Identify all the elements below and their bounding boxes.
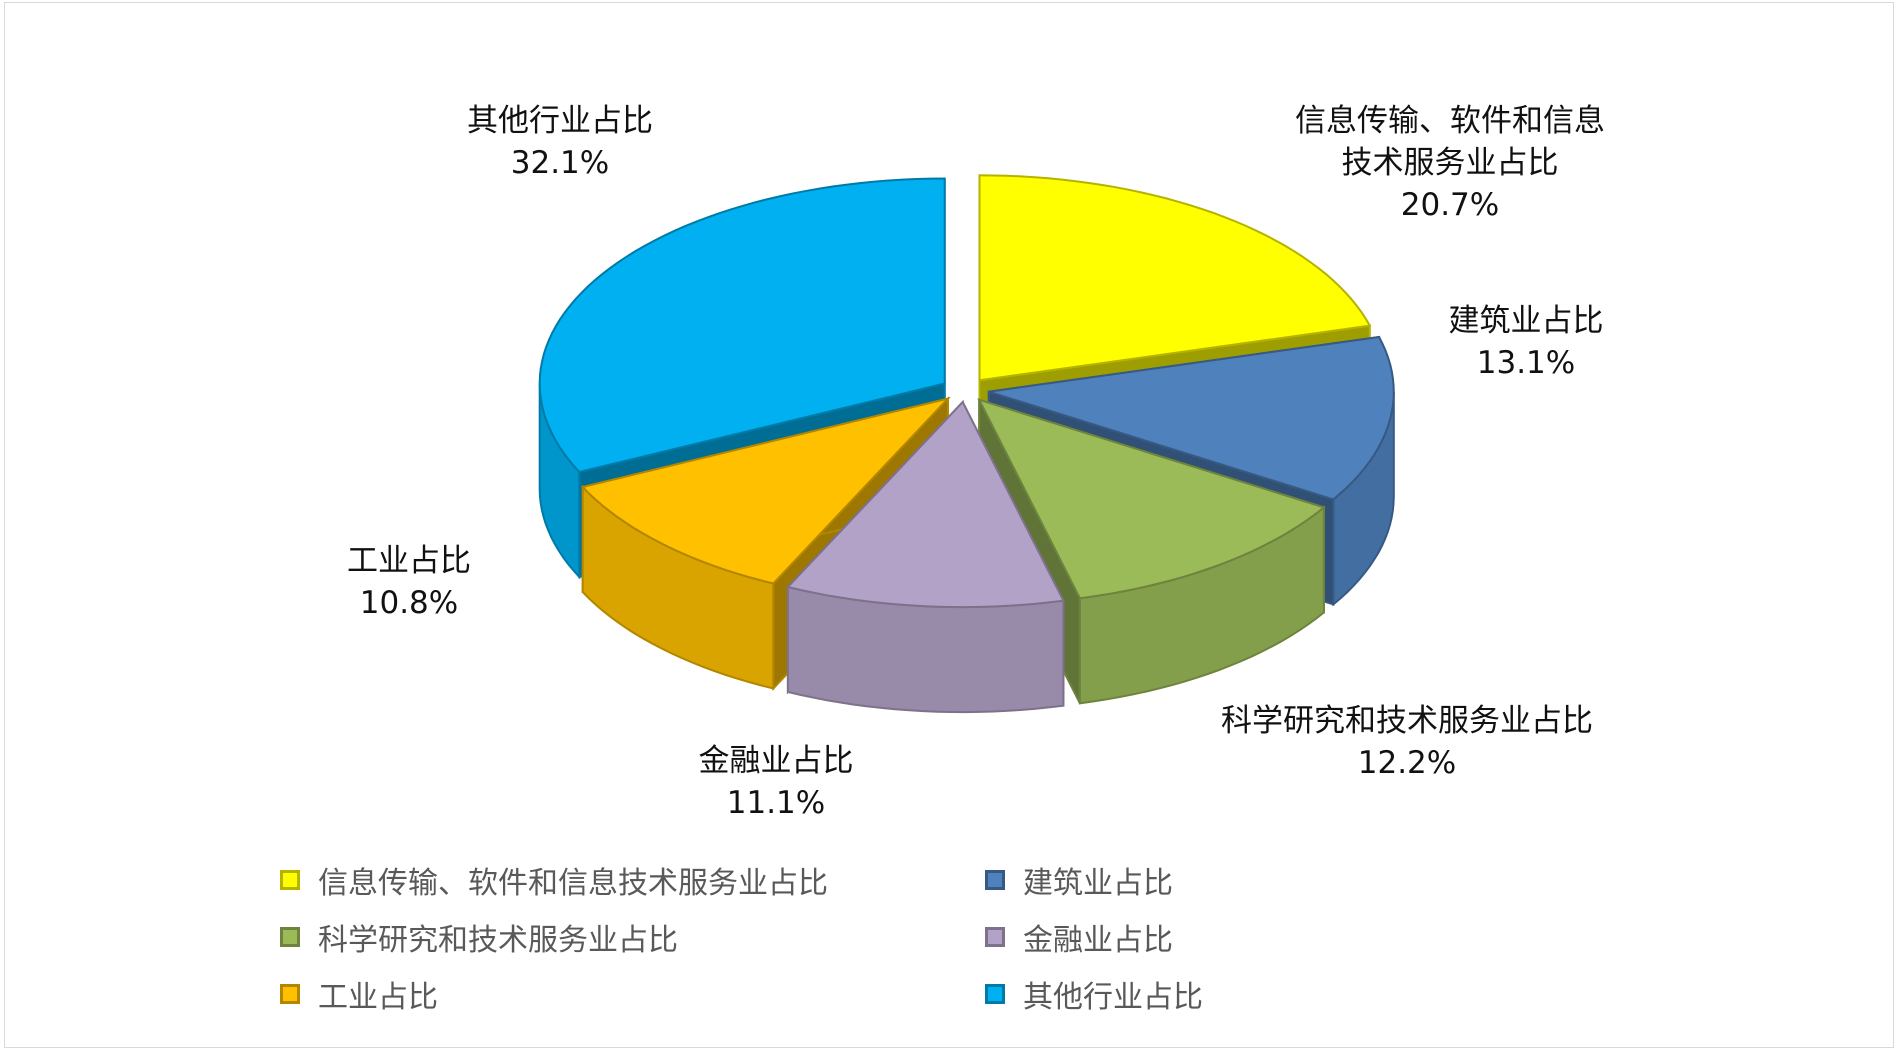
data-label: 科学研究和技术服务业占比 12.2% — [1217, 700, 1597, 784]
slice — [785, 400, 1065, 609]
legend-label: 金融业占比 — [1023, 923, 1173, 958]
legend-item: 建筑业占比 — [985, 858, 1173, 902]
data-label-name: 其他行业占比 — [467, 103, 653, 139]
data-label: 信息传输、软件和信息技术服务业占比 20.7% — [1285, 100, 1615, 226]
data-label-value: 13.1% — [1476, 345, 1576, 381]
data-label-name: 建筑业占比 — [1448, 303, 1604, 339]
legend-label: 工业占比 — [318, 980, 438, 1015]
data-label-name: 科学研究和技术服务业占比 — [1221, 703, 1593, 739]
legend-item: 科学研究和技术服务业占比 — [280, 915, 678, 959]
data-label-name: 信息传输、软件和信息技术服务业占比 — [1295, 103, 1605, 181]
legend-swatch — [280, 870, 300, 890]
slice — [538, 177, 946, 474]
data-label-value: 10.8% — [359, 585, 459, 621]
data-label-name: 金融业占比 — [698, 743, 854, 779]
legend-item: 金融业占比 — [985, 915, 1173, 959]
legend-label: 建筑业占比 — [1023, 866, 1173, 901]
legend-item: 其他行业占比 — [985, 972, 1203, 1016]
data-label-value: 11.1% — [726, 785, 826, 821]
slice — [988, 335, 1395, 501]
data-label-name: 工业占比 — [347, 543, 471, 579]
data-label: 金融业占比 11.1% — [646, 740, 906, 824]
slice — [580, 396, 952, 585]
data-label-value: 12.2% — [1357, 745, 1457, 781]
legend-swatch — [280, 927, 300, 947]
legend-swatch — [280, 984, 300, 1004]
slice — [977, 398, 1326, 600]
data-label-value: 20.7% — [1400, 187, 1500, 223]
data-label: 其他行业占比 32.1% — [430, 100, 690, 184]
chart-frame — [4, 2, 1894, 1048]
slice — [785, 399, 1065, 714]
slice — [978, 174, 1372, 382]
legend-swatch — [985, 927, 1005, 947]
data-label-value: 32.1% — [510, 145, 610, 181]
legend-item: 工业占比 — [280, 972, 438, 1016]
legend-item: 信息传输、软件和信息技术服务业占比 — [280, 858, 828, 902]
data-label: 建筑业占比 13.1% — [1396, 300, 1656, 384]
legend-label: 信息传输、软件和信息技术服务业占比 — [318, 866, 828, 901]
legend-swatch — [985, 870, 1005, 890]
legend-swatch — [985, 984, 1005, 1004]
data-label: 工业占比 10.8% — [309, 540, 509, 624]
legend-label: 其他行业占比 — [1023, 980, 1203, 1015]
legend-label: 科学研究和技术服务业占比 — [318, 923, 678, 958]
